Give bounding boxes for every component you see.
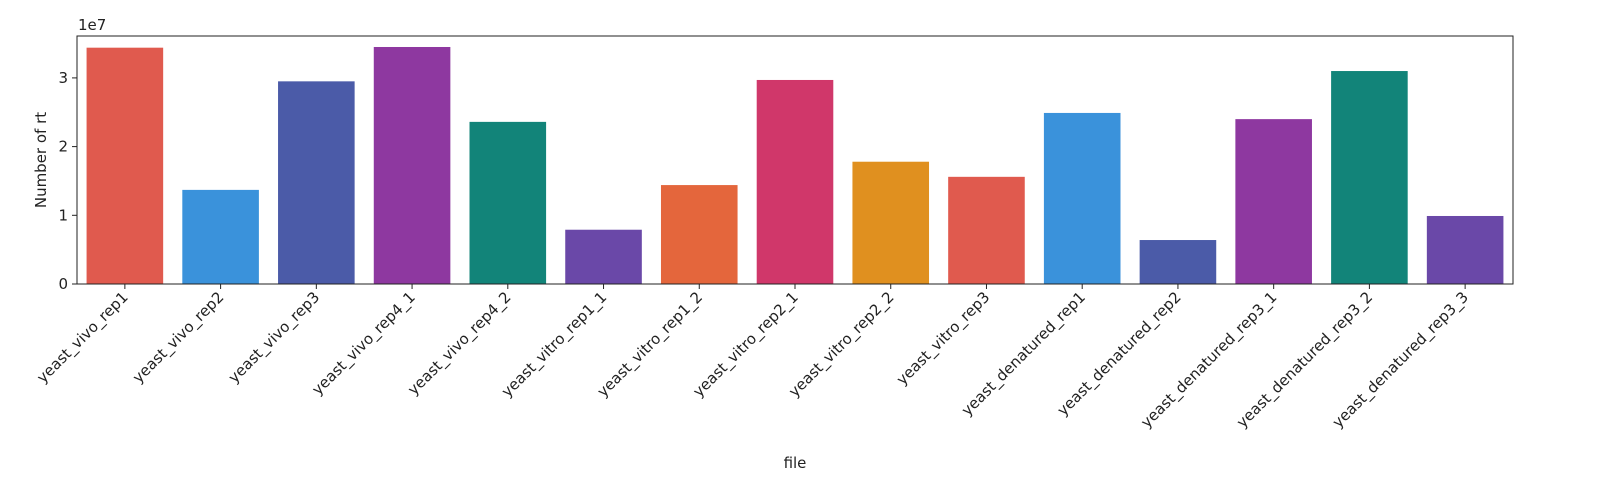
x-axis-label: file: [784, 454, 807, 472]
bar: [1331, 71, 1408, 284]
x-tick-label: yeast_vitro_rep2_2: [785, 288, 898, 401]
x-tick-label: yeast_vivo_rep4_1: [308, 288, 419, 399]
x-tick-label: yeast_vivo_rep4_2: [404, 288, 515, 399]
bar: [278, 81, 355, 284]
bar: [852, 161, 930, 284]
y-tick-label: 1: [58, 206, 68, 224]
offset-text: 1e7: [78, 16, 106, 34]
bar: [1043, 112, 1121, 284]
x-tick-label: yeast_vivo_rep3: [225, 288, 324, 387]
x-tick-label: yeast_vitro_rep3: [893, 288, 994, 389]
bar: [756, 79, 834, 284]
bar: [469, 121, 547, 284]
x-tick-label: yeast_vivo_rep1: [33, 288, 132, 387]
bar: [660, 185, 738, 284]
plot-frame: [76, 35, 1514, 285]
y-tick-label: 0: [58, 275, 68, 293]
y-tick-label: 2: [58, 138, 68, 156]
x-tick-label: yeast_vitro_rep1_2: [594, 288, 707, 401]
x-tick-label: yeast_vivo_rep2: [129, 288, 228, 387]
y-tick-label: 3: [58, 69, 68, 87]
bar: [1235, 119, 1312, 284]
bar: [565, 229, 642, 284]
x-tick-label: yeast_vitro_rep1_1: [498, 288, 611, 401]
bar: [1426, 215, 1504, 284]
bar: [182, 189, 259, 284]
bar: [1139, 240, 1217, 284]
x-tick-label: yeast_vitro_rep2_1: [689, 288, 802, 401]
bar: [373, 46, 451, 284]
y-axis-label: Number of rt: [32, 112, 50, 208]
bar: [948, 176, 1025, 284]
bar: [86, 47, 164, 285]
